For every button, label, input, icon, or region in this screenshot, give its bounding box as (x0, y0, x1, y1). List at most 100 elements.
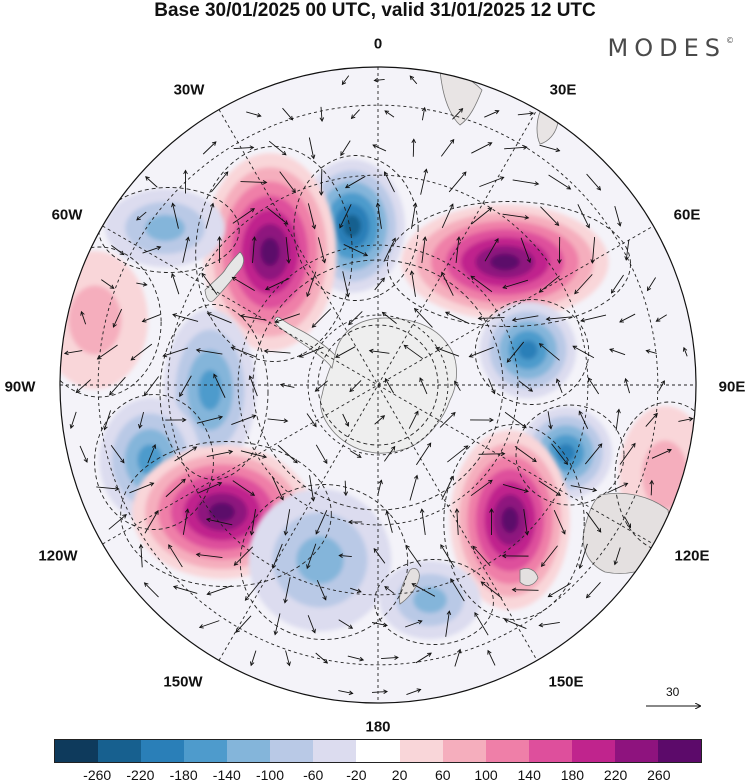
wind-vector (468, 346, 494, 358)
australia-land (582, 492, 670, 574)
wind-vector (678, 416, 694, 422)
wind-vector (306, 271, 317, 298)
wind-vector (350, 109, 360, 120)
wind-vector (307, 203, 317, 230)
height-contour (98, 187, 240, 273)
height-contour (252, 259, 504, 511)
wind-vector (285, 237, 291, 264)
wind-vector (165, 478, 186, 498)
wind-vector (484, 237, 499, 262)
wind-vector (339, 204, 352, 229)
anomaly-contour-fill (518, 340, 538, 360)
wind-vector (240, 450, 268, 459)
wind-vector (172, 313, 199, 322)
wind-vector (79, 445, 88, 463)
brand-name: MODES (607, 34, 726, 62)
wind-vector (584, 443, 603, 465)
wind-vector (645, 349, 657, 354)
wind-vector (651, 448, 672, 459)
wind-vector (347, 519, 363, 525)
pos-center-60e (401, 204, 609, 320)
wind-vector (249, 650, 257, 667)
wind-vector (577, 204, 590, 229)
wind-vector (96, 486, 120, 492)
wind-vector (421, 106, 427, 121)
wind-vector (179, 375, 192, 398)
colorbar-swatch (98, 740, 142, 762)
anomaly-contour-fill (296, 536, 344, 584)
wind-vector (383, 445, 396, 462)
anomaly-contour-fill (260, 237, 280, 267)
wind-vector (484, 110, 500, 118)
wind-vector (205, 517, 233, 526)
wind-vector (383, 237, 396, 262)
wind-vector (375, 202, 382, 229)
wind-vector (613, 547, 621, 566)
colorbar-tick-label: 100 (474, 767, 498, 783)
wind-vector (646, 277, 656, 292)
wind-vector (470, 417, 494, 423)
wind-vector (454, 380, 461, 391)
wind-vector (108, 514, 127, 530)
wind-vector (572, 345, 595, 359)
wind-vector (341, 75, 350, 86)
height-contour (515, 404, 625, 506)
height-contour (60, 246, 162, 398)
wind-vector (141, 314, 161, 323)
wind-vector (538, 480, 562, 496)
wind-vector (649, 479, 655, 496)
wind-vector (195, 552, 223, 559)
wind-vector (419, 377, 428, 395)
colorbar-swatch (399, 740, 443, 762)
wind-vector (523, 509, 530, 536)
height-contour (94, 394, 214, 530)
wind-vector (232, 208, 256, 224)
wind-vector (69, 411, 77, 429)
wind-vector (474, 612, 489, 636)
lon-label-60e: 60E (673, 206, 701, 224)
wind-vector (249, 509, 257, 536)
wind-vector (682, 346, 688, 357)
wind-vector (381, 311, 397, 324)
wind-vector (487, 649, 496, 666)
wind-vector (168, 544, 183, 568)
wind-vector (306, 543, 317, 570)
wind-vector (248, 375, 258, 397)
wind-vector (344, 175, 366, 189)
graticule (60, 67, 696, 703)
wind-vector (384, 110, 395, 118)
neg-center-170e (379, 560, 481, 640)
wind-vector (471, 207, 493, 225)
wind-vector (512, 179, 540, 186)
new-zealand-land (399, 567, 420, 605)
wind-vector (503, 618, 527, 629)
wind-vector (471, 142, 493, 154)
wind-vector (624, 377, 630, 394)
wind-vector (271, 476, 284, 501)
wind-vector (372, 144, 387, 152)
pos-center-30w (203, 153, 337, 351)
meridian-line (218, 109, 538, 661)
wind-vector (268, 140, 287, 156)
wind-vector (580, 314, 607, 323)
colorbar-tick-label: 260 (647, 767, 671, 783)
wind-vector (415, 442, 432, 466)
wind-vector (338, 553, 352, 559)
wind-vector (75, 379, 92, 394)
wind-vector (419, 508, 426, 535)
wind-vector (274, 313, 300, 324)
antarctic-peninsula-land (274, 316, 336, 369)
height-contour (443, 424, 585, 620)
colorbar-swatch (55, 740, 99, 762)
wind-vector (201, 272, 218, 295)
colorbar-swatch (184, 740, 228, 762)
wind-vector (318, 168, 324, 196)
wind-vector (317, 237, 327, 264)
wind-vector (539, 144, 561, 153)
wind-vector (381, 655, 399, 660)
wind-vector (421, 236, 428, 263)
wind-vector (615, 408, 621, 431)
wind-vector (315, 509, 328, 535)
wind-vector (409, 474, 419, 501)
pos-center-140e (450, 430, 570, 610)
